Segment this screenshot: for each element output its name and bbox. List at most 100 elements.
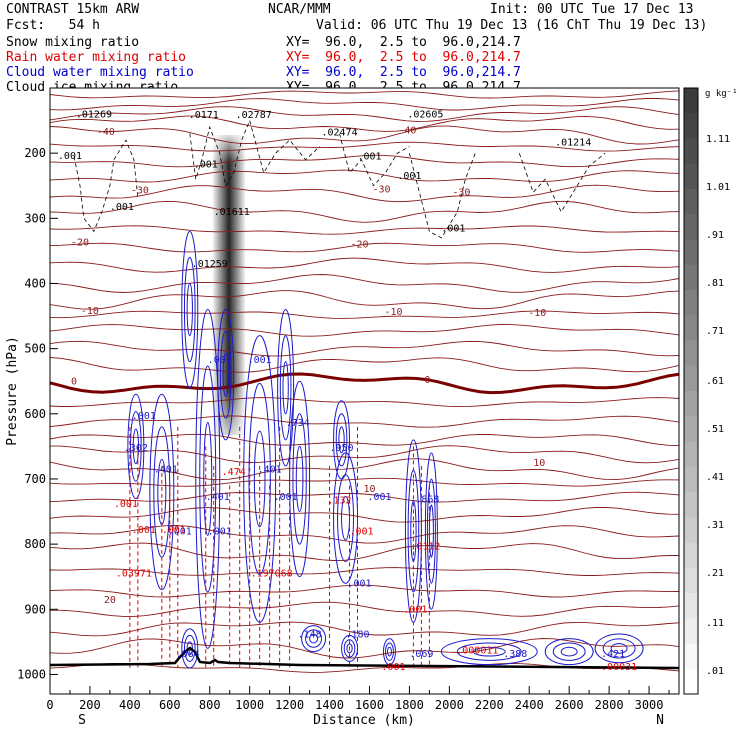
y-tick-label: 600	[24, 407, 46, 421]
x-tick-label: 1400	[315, 698, 344, 712]
rain-label: .001	[132, 525, 156, 536]
y-axis: 200 300 400 500 600 700 800 900 1000	[17, 146, 58, 681]
temperature-label: 20	[104, 595, 116, 606]
temperature-label: -30	[372, 184, 390, 195]
colorbar-label: .31	[706, 520, 724, 531]
temperature-contour	[50, 184, 679, 203]
cloud-water-contour	[301, 625, 327, 653]
cloud-water-label: .401	[154, 464, 178, 475]
snow-contour	[339, 133, 410, 187]
snow-label: .001	[110, 202, 134, 213]
cloud-water-label: .148	[298, 629, 322, 640]
contour-labels: -40 -40 -30 -30 -30 -20 -20 -10 -10 -10 0 0 10 10 20 .0…	[58, 109, 637, 673]
cloud-water-contour	[602, 638, 636, 659]
cloud-water-contour	[544, 638, 594, 666]
cloud-water-label: .084	[176, 649, 200, 660]
temperature-contour	[50, 125, 679, 145]
colorbar-swatch	[684, 138, 698, 165]
temperature-contour	[50, 310, 679, 319]
colorbar-swatch	[684, 416, 698, 442]
colorbar-swatch	[684, 214, 698, 240]
cloud-water-contour	[346, 643, 353, 654]
y-tick-label: 900	[24, 602, 46, 616]
temperature-contour	[50, 477, 679, 487]
colorbar-label: .81	[706, 278, 724, 289]
snow-label: .001	[194, 159, 218, 170]
cloud-water-contour	[181, 230, 199, 389]
x-tick-label: 2200	[475, 698, 504, 712]
temperature-contour	[50, 638, 679, 659]
colorbar-swatch	[684, 643, 698, 670]
cloud-water-label: .001	[367, 492, 391, 503]
colorbar-label: .51	[706, 424, 724, 435]
snow-contour	[409, 153, 476, 239]
colorbar-swatch	[684, 542, 698, 569]
cloud-water-contour	[472, 646, 506, 657]
freezing-level-contour	[50, 372, 679, 395]
temperature-label: 0	[71, 376, 77, 387]
colorbar-swatch	[684, 593, 698, 619]
temperature-contour	[50, 601, 679, 617]
snow-label: .02605	[407, 109, 443, 120]
temperature-contour	[50, 290, 679, 310]
cloud-water-contour	[219, 330, 232, 419]
y-tick-label: 300	[24, 211, 46, 225]
rain-label: .00031	[601, 662, 637, 673]
cloud-water-label: .421	[601, 649, 625, 660]
temperature-contour	[50, 397, 679, 408]
temperature-contour	[50, 242, 679, 253]
temperature-contour	[50, 106, 679, 122]
rain-label: .197068	[251, 569, 293, 580]
x-tick-label: 400	[119, 698, 141, 712]
temperature-label: -30	[131, 186, 149, 197]
temperature-contour	[50, 621, 679, 637]
cloud-water-contour	[222, 352, 229, 397]
rain-label: .001	[114, 499, 138, 510]
snow-label: .01259	[192, 259, 228, 270]
cloud-water-contour	[552, 642, 586, 661]
x-tick-label: 2000	[435, 698, 464, 712]
temperature-label: 0	[424, 375, 430, 386]
snow-label: .001	[441, 223, 465, 234]
rain-label: .474	[222, 467, 246, 478]
colorbar-swatch	[684, 113, 698, 139]
snow-label: .0171	[189, 110, 219, 121]
cloud-water-contour	[217, 309, 235, 441]
cloud-water-label: .001	[168, 526, 192, 537]
temperature-label: -30	[452, 188, 470, 199]
cloud-water-contour	[335, 413, 348, 467]
x-tick-label: 1200	[275, 698, 304, 712]
cloud-water-contour	[309, 633, 319, 644]
field-xy-rain: XY= 96.0, 2.5 to 96.0,214.7	[286, 50, 521, 65]
cloud-water-contour	[279, 335, 292, 441]
cloud-water-contour	[149, 393, 175, 591]
cloud-water-contour	[130, 411, 142, 482]
snow-contour	[518, 152, 606, 213]
cloud-water-contour	[384, 642, 394, 661]
snow-label: .001	[397, 171, 421, 182]
colorbar-swatch	[684, 365, 698, 392]
temperature-contour	[50, 433, 679, 447]
snow-contour	[189, 120, 251, 187]
colorbar: 1.11 1.01 .91 .81 .71 .61 .51 .41 .31 .21 .11 .01	[683, 87, 730, 695]
snow-contour	[73, 139, 139, 233]
colorbar-label: .11	[706, 618, 724, 629]
cloud-water-contour	[203, 421, 213, 536]
temperature-contour	[50, 200, 679, 223]
cloud-water-contour	[305, 629, 323, 648]
cloud-water-contour	[132, 428, 140, 465]
snow-label: .001	[357, 152, 381, 163]
cloud-water-label: .001	[132, 411, 156, 422]
x-axis-label: Distance (km)	[313, 713, 415, 728]
cloud-water-contour	[560, 646, 578, 657]
temperature-contour	[50, 445, 679, 464]
cloud-water-label: .401	[206, 492, 230, 503]
colorbar-swatch	[684, 391, 698, 417]
cloud-water-label: .001	[347, 578, 371, 589]
snow-label: .01269	[76, 109, 112, 120]
cloud-water-contour	[127, 393, 145, 500]
snow-label: .01214	[555, 137, 591, 148]
temperature-label: -20	[350, 240, 368, 251]
x-tick-label: 2400	[515, 698, 544, 712]
